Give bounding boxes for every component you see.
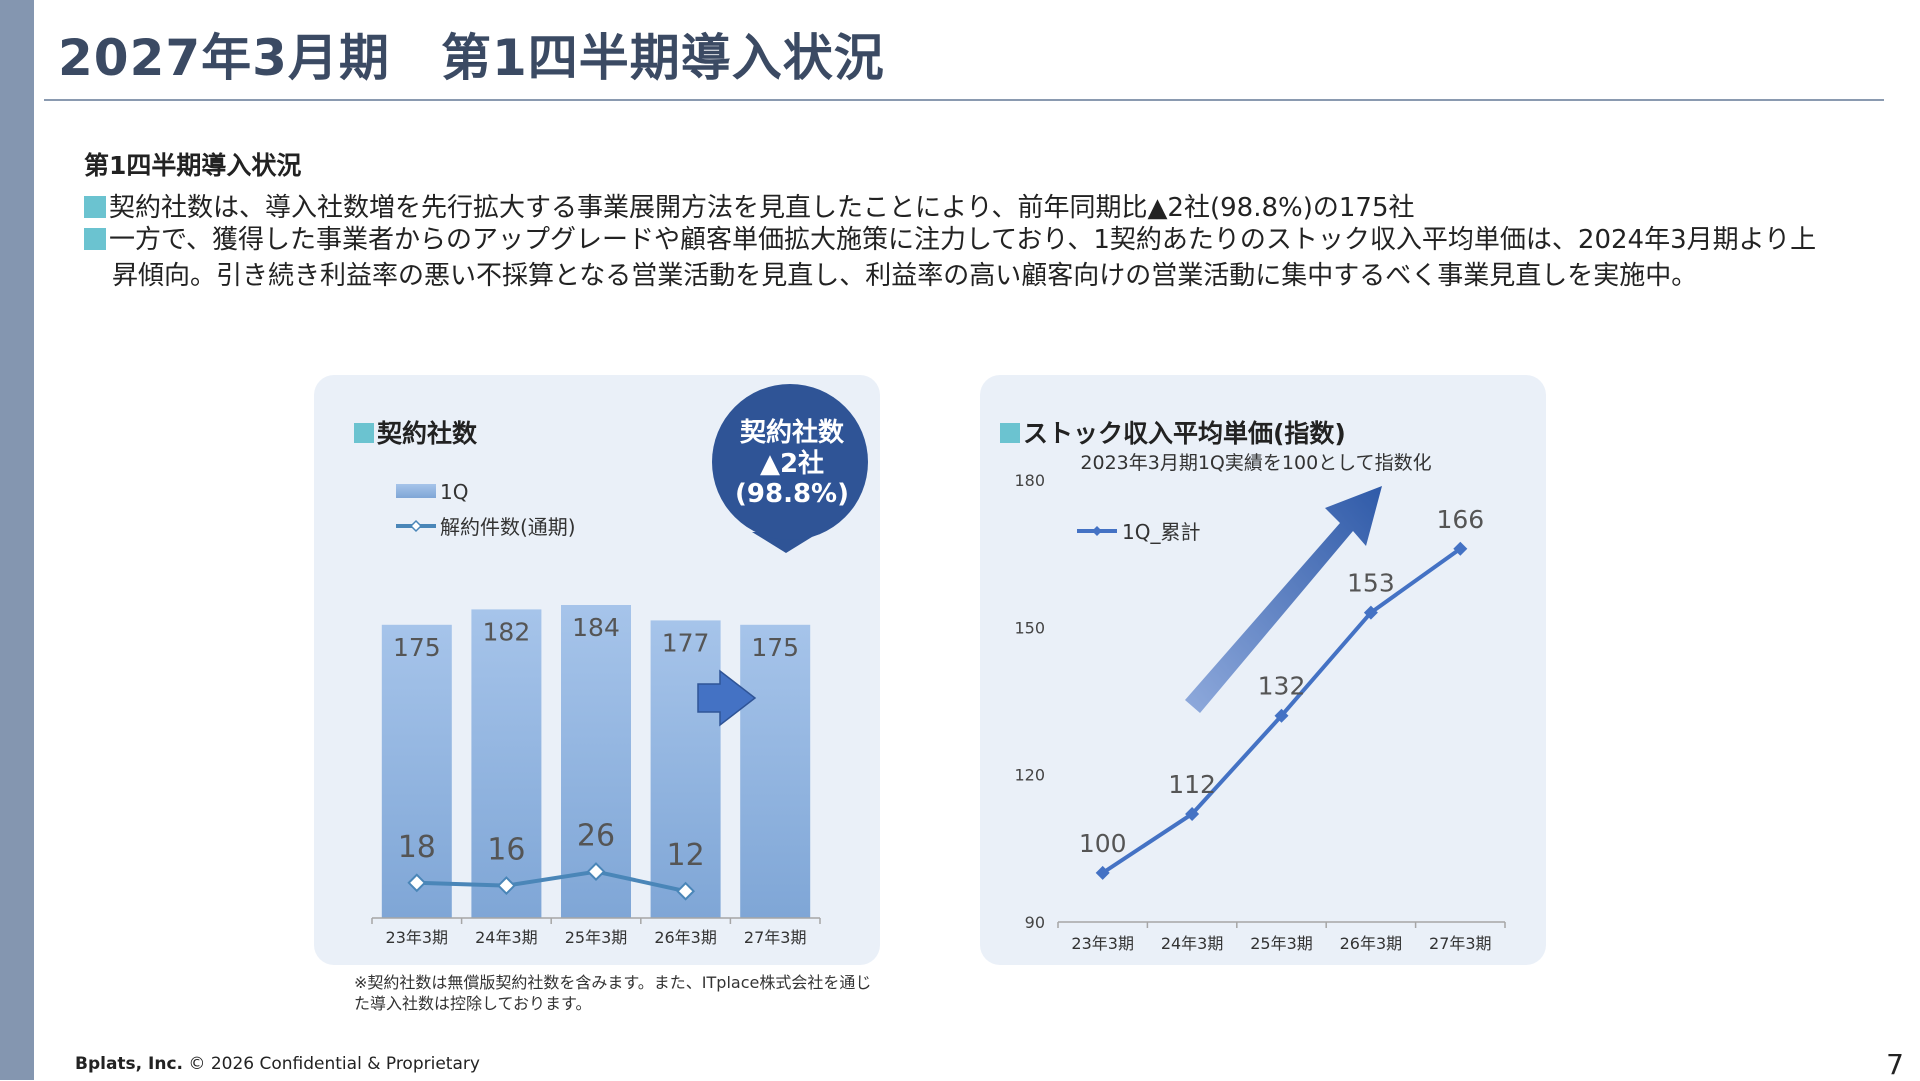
legend-bar-label: 1Q: [440, 480, 468, 504]
x-tick-label: 23年3期: [1071, 934, 1134, 953]
footer-copyright: © 2026 Confidential & Proprietary: [183, 1054, 480, 1074]
right-arrow-icon: [697, 669, 757, 727]
bullet-2-text: 一方で、獲得した事業者からのアップグレードや顧客単価拡大施策に注力しており、1契…: [109, 225, 1817, 255]
churn-value-label: 12: [667, 838, 705, 873]
bullet-1-text: 契約社数は、導入社数増を先行拡大する事業展開方法を見直したことにより、前年同期比…: [109, 193, 1415, 223]
bar-value-label: 175: [751, 633, 799, 662]
bullet-2-continued: 昇傾向。引き続き利益率の悪い不採算となる営業活動を見直し、利益率の高い顧客向けの…: [112, 261, 1698, 291]
series-marker: [1453, 541, 1468, 556]
callout-bubble: [712, 384, 868, 540]
data-label: 153: [1347, 569, 1395, 598]
x-tick-label: 24年3期: [1161, 934, 1224, 953]
legend-line-marker: [409, 519, 423, 533]
bar-value-label: 182: [483, 617, 531, 646]
x-tick-label: 26年3期: [1340, 934, 1403, 953]
footer-company: Bplats, Inc.: [75, 1054, 184, 1074]
bar-value-label: 184: [572, 613, 620, 642]
callout-line-3: (98.8%): [735, 479, 849, 509]
legend-line-label: 1Q_累計: [1122, 520, 1200, 544]
x-tick-label: 26年3期: [654, 928, 717, 947]
churn-value-label: 26: [577, 819, 615, 854]
title-square-icon: [1000, 423, 1020, 443]
data-label: 100: [1079, 829, 1127, 858]
contracts-chart-title: 契約社数: [354, 414, 477, 450]
bar-27年3期: [740, 624, 811, 918]
data-label: 166: [1436, 505, 1484, 534]
bar-26年3期: [650, 620, 721, 918]
unit-price-chart-title: ストック収入平均単価(指数): [1000, 414, 1346, 450]
up-trend-arrow-icon: [1185, 486, 1382, 713]
unit-price-chart-panel: [980, 375, 1546, 965]
y-tick-label: 150: [1014, 618, 1045, 637]
churn-value-label: 16: [487, 833, 525, 868]
footnote: ※契約社数は無償版契約社数を含みます。また、ITplace株式会社を通じた導入社…: [354, 973, 872, 1013]
page-number: 7: [1886, 1048, 1904, 1081]
contracts-bar-chart: 175 182 184 177 175 23年3期 24年3期 25年3期 26年3期 27年3期…: [371, 480, 821, 947]
bar-24年3期: [471, 609, 542, 918]
bar-value-label: 175: [393, 633, 441, 662]
legend-line-marker: [1092, 526, 1102, 536]
bullet-1: 契約社数は、導入社数増を先行拡大する事業展開方法を見直したことにより、前年同期比…: [84, 190, 1415, 226]
data-label: 132: [1258, 672, 1306, 701]
churn-value-label: 18: [398, 830, 436, 865]
x-tick-label: 23年3期: [386, 928, 449, 947]
left-accent-bar: [0, 0, 34, 1080]
series-marker: [1185, 806, 1200, 821]
churn-line: [416, 869, 687, 894]
bar-value-label: 177: [662, 628, 710, 657]
series-marker: [1274, 708, 1289, 723]
footer: Bplats, Inc. © 2026 Confidential & Propr…: [75, 1054, 480, 1074]
bullet-2: 一方で、獲得した事業者からのアップグレードや顧客単価拡大施策に注力しており、1契…: [84, 222, 1816, 258]
series-marker: [1095, 865, 1110, 880]
page-title: 2027年3月期 第1四半期導入状況: [58, 29, 885, 87]
unit-price-line-chart: 23年3期 24年3期 25年3期 26年3期 27年3期 90 120 150 180 2023…: [1014, 452, 1506, 953]
contracts-chart-title-text: 契約社数: [377, 419, 478, 448]
callout-line-2: ▲2社: [760, 448, 824, 479]
callout-line-1: 契約社数: [739, 417, 845, 448]
x-tick-label: 27年3期: [744, 928, 807, 947]
bar-23年3期: [381, 624, 452, 918]
churn-marker: [676, 881, 696, 901]
x-tick-label: 24年3期: [475, 928, 538, 947]
chart-subtitle: 2023年3月期1Q実績を100として指数化: [1080, 452, 1431, 474]
y-tick-label: 180: [1014, 471, 1045, 490]
y-tick-label: 120: [1014, 766, 1045, 785]
bullet-square-icon: [84, 228, 106, 250]
unit-price-chart-title-text: ストック収入平均単価(指数): [1023, 419, 1346, 448]
title-square-icon: [354, 423, 374, 443]
series-marker: [1363, 605, 1378, 620]
x-tick-label: 25年3期: [1250, 934, 1313, 953]
x-tick-label: 27年3期: [1429, 934, 1492, 953]
churn-marker: [586, 862, 606, 882]
section-heading: 第1四半期導入状況: [84, 151, 302, 180]
x-tick-label: 25年3期: [565, 928, 628, 947]
legend-line-label: 解約件数(通期): [440, 515, 576, 539]
churn-marker: [496, 876, 516, 896]
title-divider: [44, 99, 1884, 101]
bullet-square-icon: [84, 196, 106, 218]
chart-decorations: 契約社数▲2社(98.8%): [697, 384, 1382, 727]
data-label: 112: [1168, 770, 1216, 799]
churn-marker: [407, 873, 427, 893]
legend-bar-swatch: [396, 484, 436, 498]
y-tick-label: 90: [1025, 913, 1045, 932]
